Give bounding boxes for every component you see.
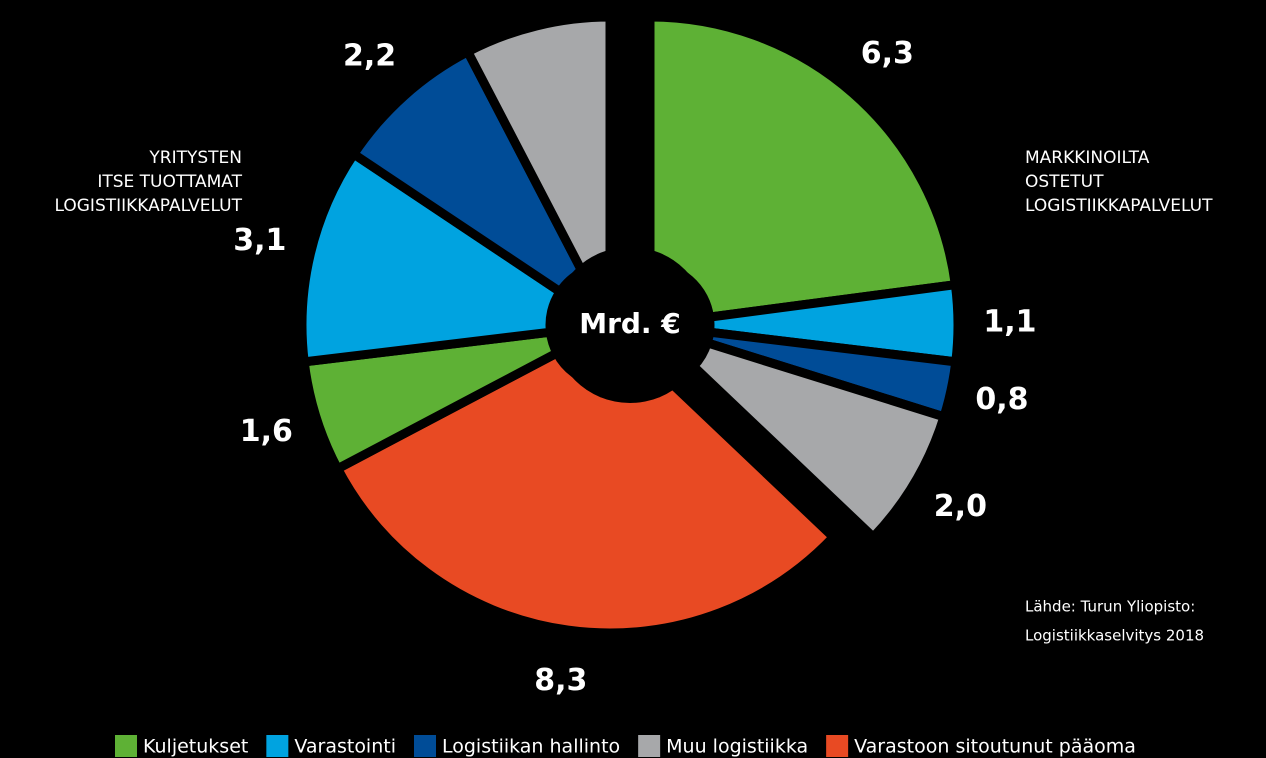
legend-swatch bbox=[414, 735, 436, 757]
value-label: 8,3 bbox=[534, 663, 587, 698]
value-label: 0,8 bbox=[975, 382, 1028, 417]
group-label: LOGISTIIKKAPALVELUT bbox=[55, 196, 243, 216]
value-label: 6,3 bbox=[861, 36, 914, 71]
legend-label: Muu logistiikka bbox=[666, 736, 808, 758]
legend-swatch bbox=[638, 735, 661, 757]
center-hole bbox=[552, 247, 708, 403]
legend-swatch bbox=[266, 735, 289, 757]
group-label: YRITYSTEN bbox=[148, 148, 242, 168]
value-label: 2,2 bbox=[343, 39, 396, 74]
legend-label: Kuljetukset bbox=[143, 736, 248, 758]
group-label: LOGISTIIKKAPALVELUT bbox=[1025, 196, 1213, 216]
source: Logistiikkaselvitys 2018 bbox=[1025, 627, 1204, 645]
legend-swatch bbox=[826, 735, 849, 757]
value-label: 1,6 bbox=[240, 414, 293, 449]
legend-label: Varastointi bbox=[294, 736, 396, 758]
slice bbox=[297, 147, 567, 367]
center-label: Mrd. € bbox=[579, 307, 681, 340]
slice bbox=[299, 327, 564, 475]
value-label: 2,0 bbox=[934, 489, 987, 524]
value-label: 3,1 bbox=[233, 223, 286, 258]
source: Lähde: Turun Yliopisto: bbox=[1025, 598, 1195, 616]
group-label: MARKKINOILTA bbox=[1025, 148, 1150, 168]
legend-swatch bbox=[115, 735, 137, 757]
legend-label: Logistiikan hallinto bbox=[442, 736, 620, 758]
legend-label: Varastoon sitoutunut pääoma bbox=[854, 736, 1136, 758]
group-label: ITSE TUOTTAMAT bbox=[97, 172, 242, 192]
group-label: OSTETUT bbox=[1025, 172, 1104, 192]
value-label: 1,1 bbox=[983, 304, 1036, 339]
